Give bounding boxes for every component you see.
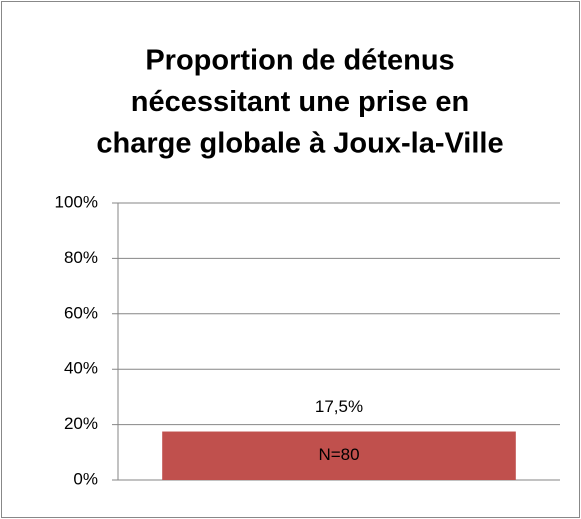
data-label: 17,5% (315, 397, 363, 416)
y-tick-label: 20% (64, 414, 98, 433)
chart-title: nécessitant une prise en (131, 86, 469, 118)
y-tick-label: 40% (64, 359, 98, 378)
y-tick-label: 60% (64, 303, 98, 322)
bar-annotation: N=80 (318, 445, 359, 464)
y-tick-label: 80% (64, 248, 98, 267)
chart-title: charge globale à Joux-la-Ville (96, 128, 503, 160)
y-tick-label: 0% (73, 469, 98, 488)
y-tick-label: 100% (55, 192, 98, 211)
bar (162, 431, 516, 480)
chart-title: Proportion de détenus (145, 45, 454, 77)
